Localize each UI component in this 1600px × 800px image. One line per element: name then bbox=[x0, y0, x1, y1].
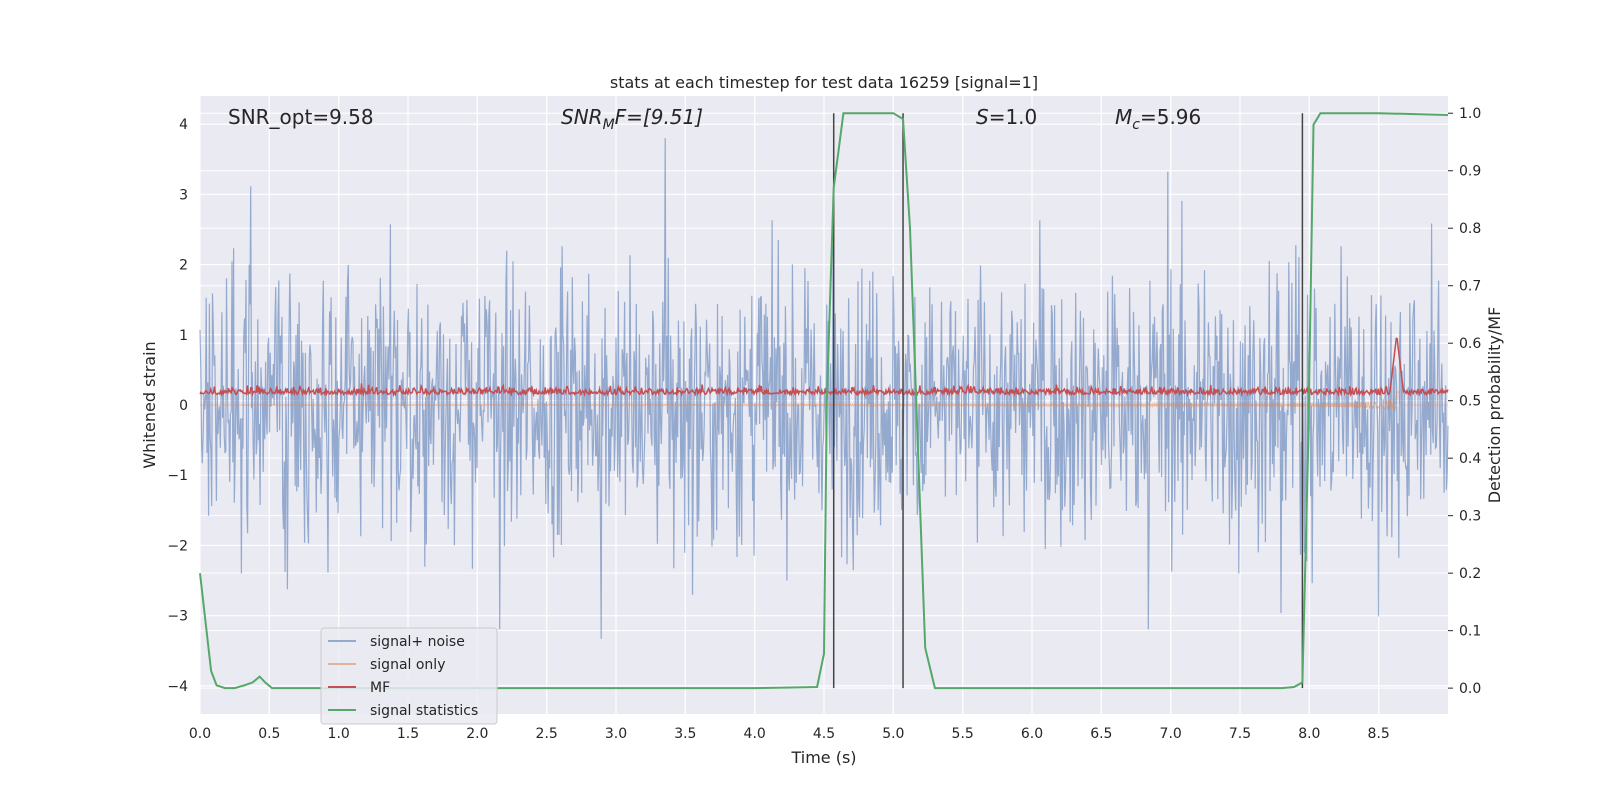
legend-label-signal-only: signal only bbox=[370, 657, 445, 673]
annotation-snr-mf-symbol: SNR bbox=[561, 105, 603, 129]
y-axis-label: Whitened strain bbox=[140, 341, 159, 468]
annotation-mc-value: =5.96 bbox=[1140, 105, 1201, 129]
y2-tick-label: 0.7 bbox=[1459, 279, 1481, 295]
annotation-snr-mf: SNRMF=[9.51] bbox=[561, 105, 703, 133]
series-signal-noise bbox=[199, 138, 1449, 639]
x-tick-label: 2.5 bbox=[536, 726, 558, 742]
tick-labels: 0.0 0.5 1.0 1.5 2.0 2.5 3.0 3.5 4.0 4.5 5.0 5.5 6.0 6… bbox=[167, 106, 1481, 742]
legend-label-mf: MF bbox=[370, 680, 390, 696]
annotation-mc-subscript: c bbox=[1132, 117, 1140, 133]
legend: signal+ noise signal only MF signal stat… bbox=[320, 627, 498, 725]
data-layer bbox=[199, 112, 1449, 690]
y2-tick-label: 0.2 bbox=[1459, 566, 1481, 582]
y2-tick-label: 0.0 bbox=[1459, 681, 1481, 697]
y-tick-label: 1 bbox=[179, 328, 188, 344]
annotation-mc-symbol: M bbox=[1115, 105, 1132, 129]
y2-tick-label: 1.0 bbox=[1459, 106, 1481, 122]
annotation-s-value: =1.0 bbox=[989, 105, 1038, 129]
x-tick-label: 6.5 bbox=[1090, 726, 1112, 742]
x-tick-label: 5.5 bbox=[952, 726, 974, 742]
y2-tick-label: 0.4 bbox=[1459, 451, 1481, 467]
x-tick-label: 1.5 bbox=[397, 726, 419, 742]
annotation-mc: Mc=5.96 bbox=[1115, 105, 1201, 133]
chart-title: stats at each timestep for test data 162… bbox=[610, 73, 1038, 92]
x-tick-label: 7.5 bbox=[1229, 726, 1251, 742]
x-tick-label: 7.0 bbox=[1160, 726, 1182, 742]
annotation-s-symbol: S bbox=[976, 105, 989, 129]
x-tick-label: 4.5 bbox=[813, 726, 835, 742]
y-tick-label: −4 bbox=[167, 679, 188, 695]
y-tick-label: −2 bbox=[167, 538, 188, 554]
y2-tick-label: 0.3 bbox=[1459, 509, 1481, 525]
x-tick-label: 6.0 bbox=[1021, 726, 1043, 742]
x-tick-label: 1.0 bbox=[328, 726, 350, 742]
y2-tick-label: 0.8 bbox=[1459, 221, 1481, 237]
y-tick-label: 4 bbox=[179, 117, 188, 133]
y2-tick-label: 0.9 bbox=[1459, 164, 1481, 180]
y-tick-label: 2 bbox=[179, 258, 188, 274]
legend-label-signal-noise: signal+ noise bbox=[370, 634, 465, 650]
y-tick-label: −3 bbox=[167, 609, 188, 625]
x-axis-label: Time (s) bbox=[790, 748, 856, 767]
x-tick-label: 2.0 bbox=[466, 726, 488, 742]
y2-tick-label: 0.5 bbox=[1459, 394, 1481, 410]
annotation-snr-mf-subscript: M bbox=[603, 117, 615, 133]
x-tick-label: 3.0 bbox=[605, 726, 627, 742]
x-tick-label: 4.0 bbox=[744, 726, 766, 742]
y-tick-label: 3 bbox=[179, 187, 188, 203]
y2-tick-label: 0.1 bbox=[1459, 624, 1481, 640]
y2-tick-label: 0.6 bbox=[1459, 336, 1481, 352]
x-tick-label: 8.0 bbox=[1298, 726, 1320, 742]
annotation-snr-mf-value: F=[9.51] bbox=[615, 105, 703, 129]
x-tick-label: 5.0 bbox=[882, 726, 904, 742]
series-signal-only bbox=[200, 391, 1448, 413]
y2-axis-label: Detection probability/MF bbox=[1485, 307, 1504, 504]
legend-label-signal-statistics: signal statistics bbox=[370, 703, 478, 719]
legend-frame bbox=[320, 627, 498, 725]
y-tick-label: −1 bbox=[167, 468, 188, 484]
x-tick-label: 0.5 bbox=[258, 726, 280, 742]
x-tick-label: 3.5 bbox=[674, 726, 696, 742]
series-signal-statistics bbox=[199, 112, 1449, 690]
series-mf bbox=[199, 337, 1449, 398]
x-tick-label: 8.5 bbox=[1368, 726, 1390, 742]
x-tick-label: 0.0 bbox=[189, 726, 211, 742]
annotation-s: S=1.0 bbox=[976, 105, 1037, 129]
y-tick-label: 0 bbox=[179, 398, 188, 414]
annotation-snr-opt: SNR_opt=9.58 bbox=[228, 105, 374, 129]
